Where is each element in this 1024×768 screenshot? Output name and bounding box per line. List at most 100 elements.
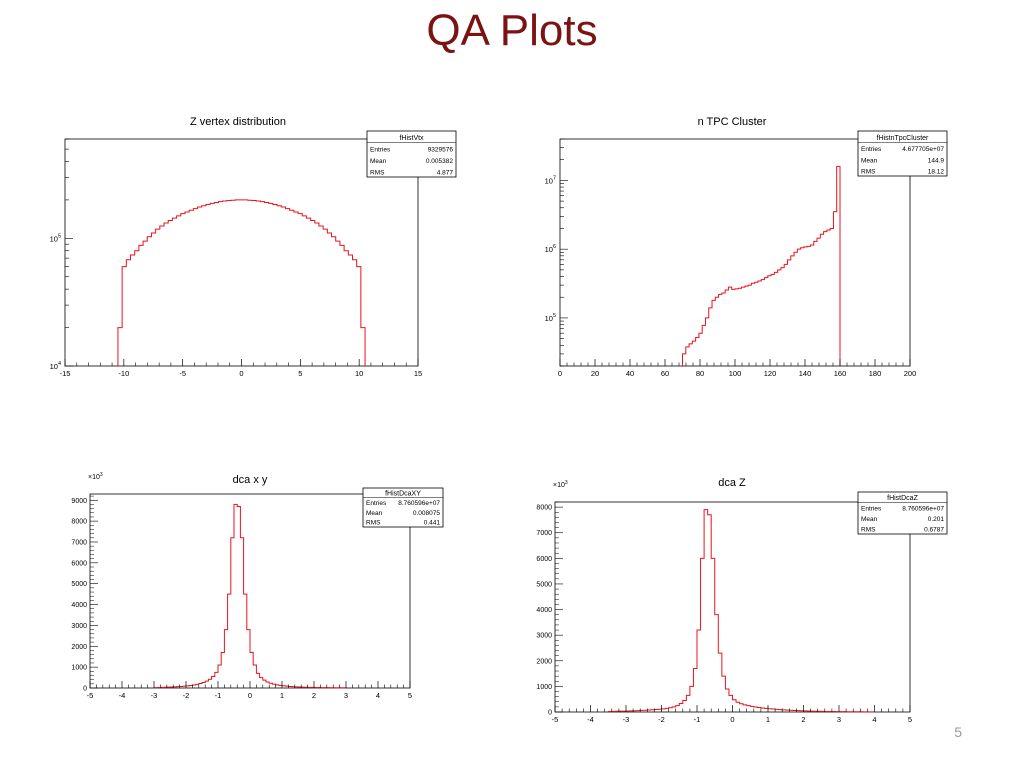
- x-tick-label: 5: [908, 715, 912, 724]
- x-tick-label: 60: [661, 369, 669, 378]
- x-tick-label: -1: [215, 691, 222, 700]
- stats-key: Mean: [370, 158, 387, 165]
- stats-box: fHistDcaXY Entries 8.760596e+07 Mean 0.00807…: [362, 487, 444, 528]
- y-tick-label: 4000: [536, 607, 552, 614]
- x-tick-label: 180: [869, 369, 882, 378]
- x-tick-label: -15: [60, 369, 71, 378]
- stats-key: RMS: [861, 169, 876, 176]
- chart-dca-z: dca Z -5 -4 -3 -2 -1 0 1 2 3 4 5 0 1000 2000 3000 4000 50…: [536, 477, 948, 724]
- histogram-series: [153, 503, 347, 689]
- y-tick-label: 2000: [71, 644, 87, 651]
- y-tick-label: 7000: [71, 539, 87, 546]
- stats-key: Mean: [861, 516, 878, 523]
- stats-value: 0.201: [928, 516, 945, 523]
- x-tick-label: 5: [298, 369, 302, 378]
- y-tick-label: 104: [50, 361, 61, 371]
- x-tick-label: 5: [408, 691, 412, 700]
- stats-value: 4.877: [437, 170, 454, 177]
- chart-n-tpc-cluster: n TPC Cluster 0 20 40 60 80 100 120 140 160 180 200…: [545, 116, 948, 378]
- x-tick-label: -2: [183, 691, 190, 700]
- y-tick-label: 1000: [536, 684, 552, 691]
- stats-key: Mean: [366, 510, 383, 517]
- stats-name: fHistVtx: [399, 135, 424, 142]
- y-tick-label: 105: [50, 233, 61, 243]
- x-tick-label: 120: [764, 369, 777, 378]
- chart-title: n TPC Cluster: [698, 116, 767, 128]
- x-tick-label: -5: [179, 369, 186, 378]
- y-tick-label: 3000: [71, 623, 87, 630]
- x-tick-label: 15: [414, 369, 422, 378]
- x-tick-label: 4: [872, 715, 876, 724]
- y-tick-label: 3000: [536, 633, 552, 640]
- stats-key: RMS: [370, 170, 385, 177]
- stats-value: 4.677705e+07: [902, 146, 944, 153]
- histogram-series: [117, 199, 366, 366]
- x-tick-label: 3: [837, 715, 841, 724]
- y-multiplier-label: ×103: [553, 480, 568, 489]
- plot-frame: [89, 493, 411, 689]
- y-tick-label: 4000: [71, 602, 87, 609]
- x-tick-label: 140: [799, 369, 812, 378]
- stats-box: fHistVtx Entries 9329576 Mean 0.005382 RMS 4.8…: [366, 130, 457, 178]
- y-tick-label: 9000: [71, 498, 87, 505]
- x-tick-label: -5: [87, 691, 94, 700]
- stats-box: fHistnTpcCluster Entries 4.677705e+07 Mean 1…: [857, 130, 948, 177]
- stats-key: Entries: [366, 500, 387, 507]
- stats-name: fHistDcaZ: [887, 495, 918, 502]
- x-tick-label: 3: [344, 691, 348, 700]
- histogram-series: [682, 165, 841, 366]
- x-tick-label: 4: [376, 691, 380, 700]
- stats-value: 8.760596e+07: [902, 506, 944, 513]
- page-number: 5: [954, 724, 962, 740]
- x-tick-label: 200: [904, 369, 917, 378]
- stats-key: Entries: [861, 506, 882, 513]
- stats-value: 144.9: [928, 157, 945, 164]
- y-tick-label: 5000: [536, 581, 552, 588]
- chart-title: dca Z: [718, 477, 746, 489]
- x-tick-label: 0: [239, 369, 243, 378]
- stats-key: Mean: [861, 157, 878, 164]
- y-tick-label: 2000: [536, 658, 552, 665]
- x-tick-label: 2: [801, 715, 805, 724]
- x-tick-label: 0: [248, 691, 252, 700]
- stats-box: fHistDcaZ Entries 8.760596e+07 Mean 0.201 RMS…: [857, 491, 948, 535]
- x-tick-label: -2: [658, 715, 665, 724]
- y-tick-label: 0: [83, 686, 87, 693]
- y-tick-label: 6000: [536, 556, 552, 563]
- x-tick-label: 10: [355, 369, 363, 378]
- stats-value: 9329576: [428, 147, 454, 154]
- histogram-series: [607, 509, 875, 713]
- x-tick-label: 20: [591, 369, 599, 378]
- x-tick-label: -4: [587, 715, 594, 724]
- stats-key: RMS: [861, 527, 876, 534]
- stats-key: Entries: [861, 146, 882, 153]
- y-tick-label: 5000: [71, 581, 87, 588]
- x-tick-label: 1: [280, 691, 284, 700]
- y-tick-label: 8000: [536, 505, 552, 512]
- x-tick-label: 100: [729, 369, 742, 378]
- stats-key: RMS: [366, 520, 381, 527]
- y-tick-label: 1000: [71, 665, 87, 672]
- y-tick-label: 106: [545, 244, 556, 254]
- stats-value: 0.005382: [426, 158, 453, 165]
- x-tick-label: -4: [119, 691, 126, 700]
- x-tick-label: 40: [626, 369, 634, 378]
- plot-frame: [554, 501, 911, 713]
- x-tick-label: 80: [696, 369, 704, 378]
- stats-key: Entries: [370, 147, 391, 154]
- y-tick-label: 0: [548, 710, 552, 717]
- plot-frame: [559, 138, 911, 367]
- stats-name: fHistnTpcCluster: [877, 135, 929, 142]
- chart-title: dca x y: [233, 474, 268, 486]
- y-tick-label: 6000: [71, 560, 87, 567]
- chart-z-vertex: Z vertex distribution -15 -10 -5 0 5 10 15 104 10…: [50, 116, 457, 378]
- stats-value: 18.12: [928, 169, 945, 176]
- x-tick-label: 0: [730, 715, 734, 724]
- stats-name: fHistDcaXY: [385, 490, 421, 497]
- stats-value: 0.441: [424, 520, 441, 527]
- x-tick-label: -3: [623, 715, 630, 724]
- y-tick-label: 8000: [71, 519, 87, 526]
- x-tick-label: -1: [694, 715, 701, 724]
- stats-value: 8.760596e+07: [398, 500, 440, 507]
- y-tick-label: 7000: [536, 530, 552, 537]
